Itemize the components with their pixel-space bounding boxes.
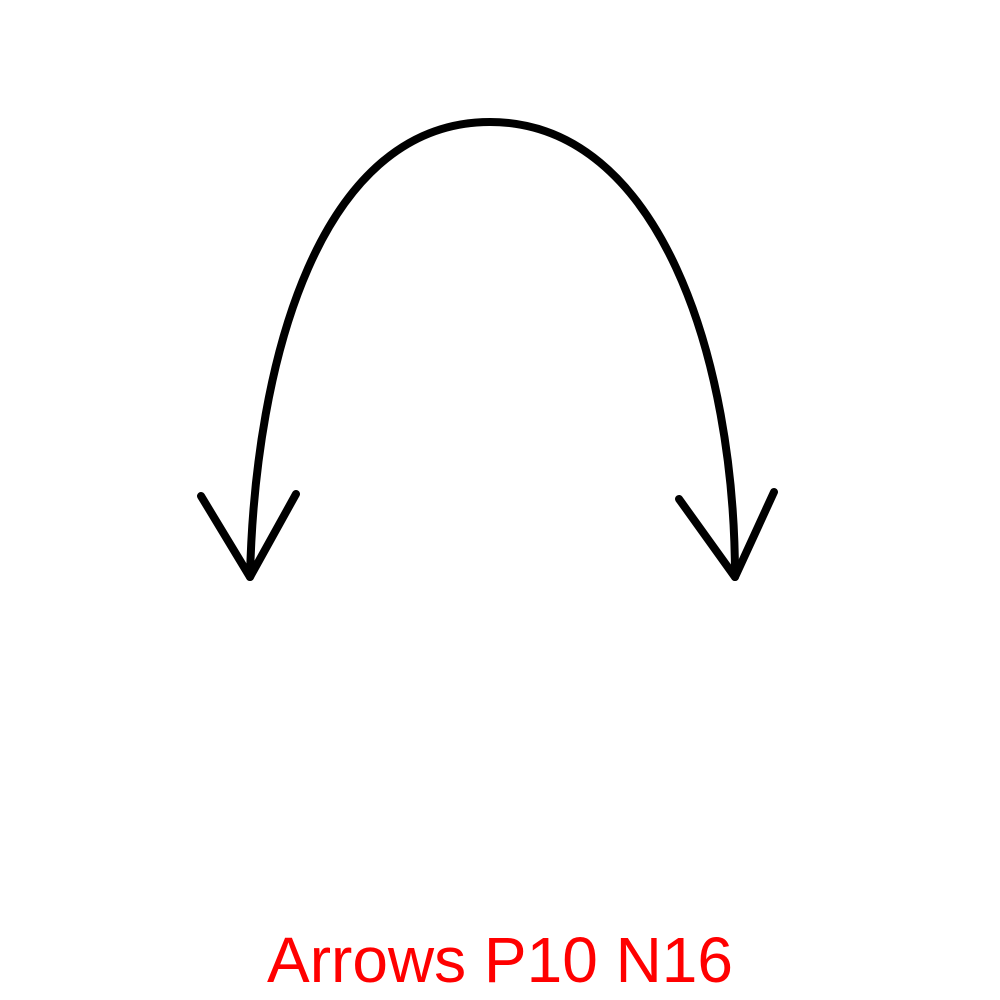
arrow-arc (246, 118, 739, 581)
diagram-caption: Arrows P10 N16 (267, 924, 733, 996)
right-arrowhead (675, 488, 778, 581)
left-arrowhead (197, 490, 300, 581)
